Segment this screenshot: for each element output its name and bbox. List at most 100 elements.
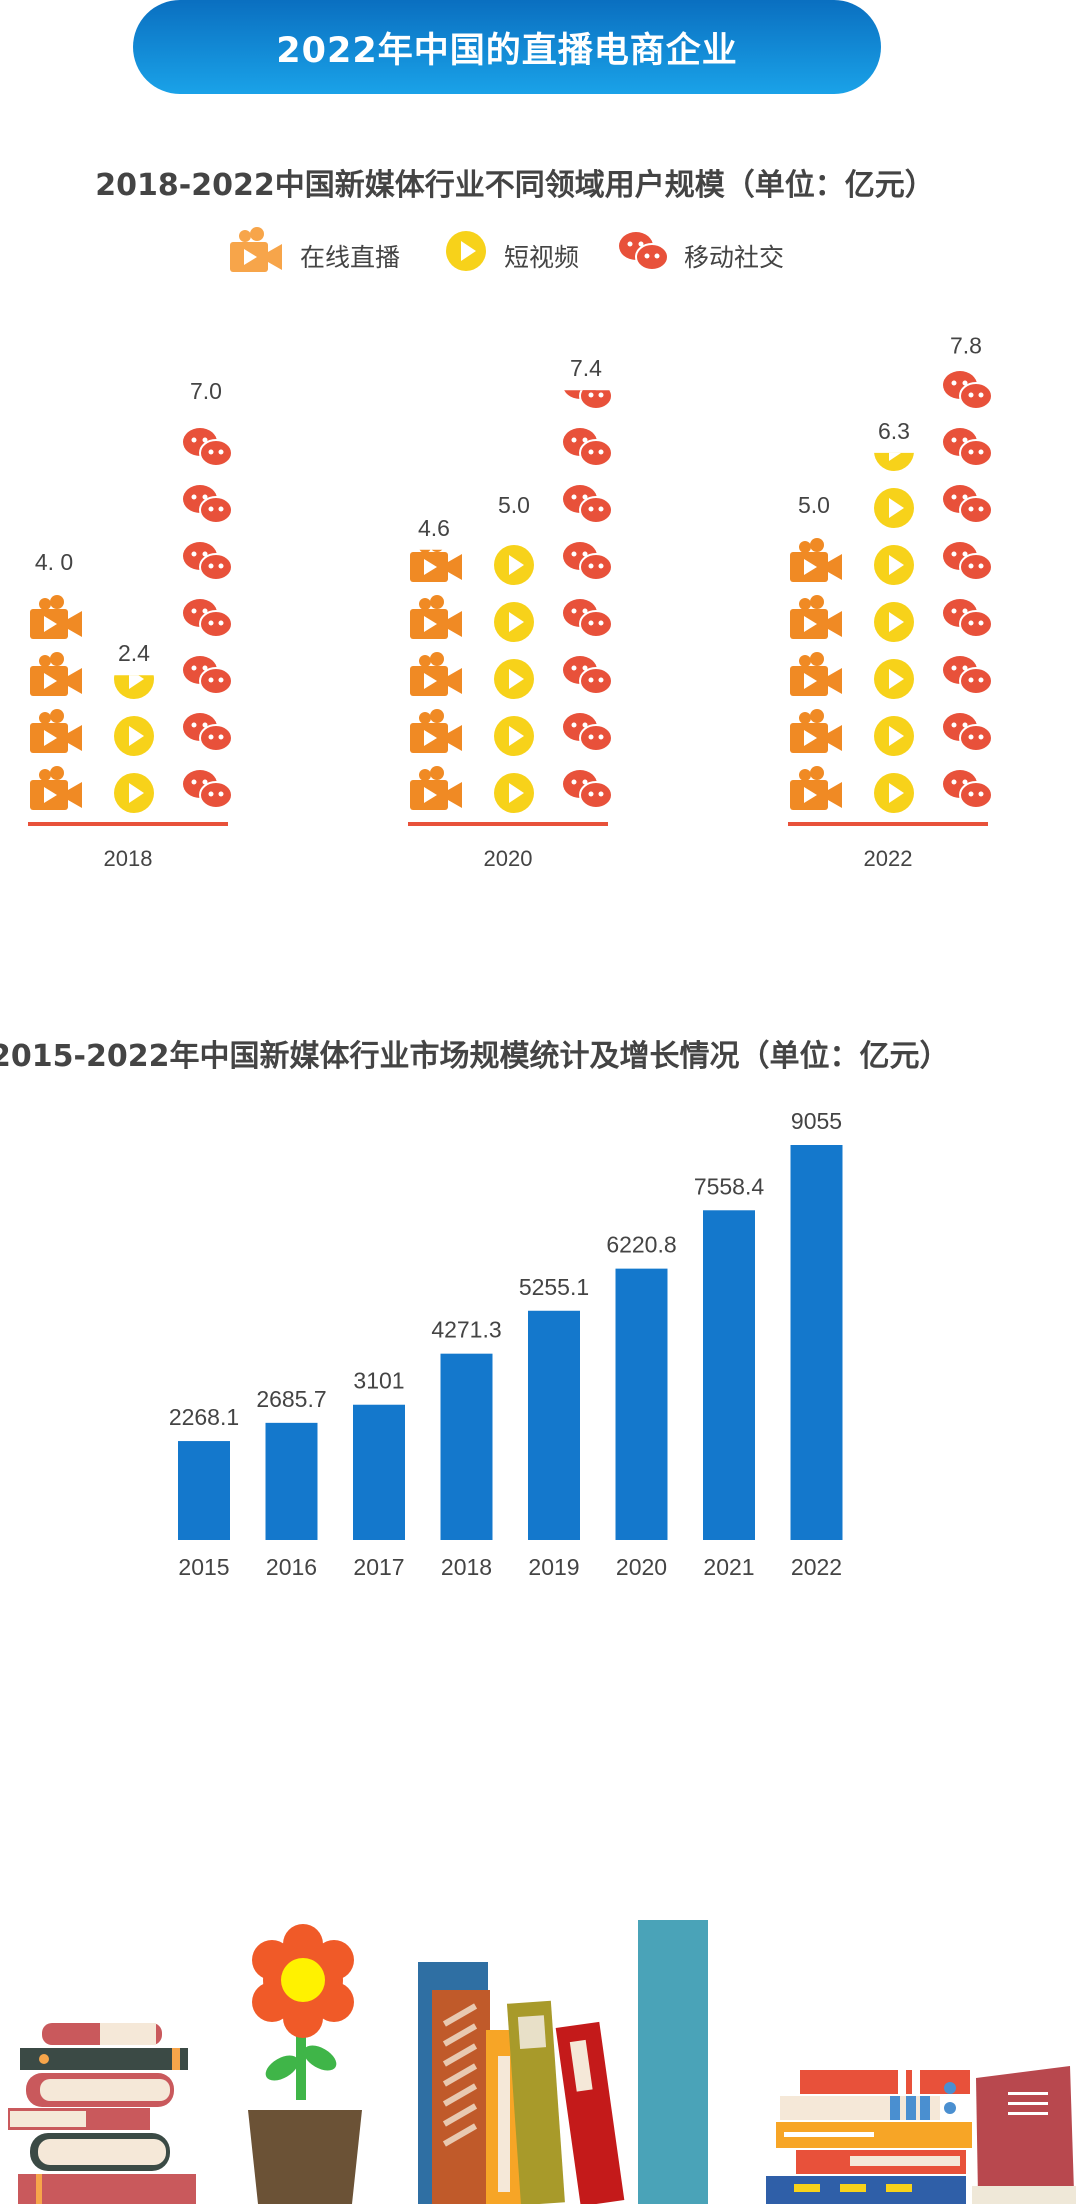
chat-bubbles-icon	[619, 232, 669, 271]
category-label: 2018	[441, 1554, 492, 1580]
pictogram-chart: 2018 4. 0 2.4 7.0 2020 4.6 5.0 7.4 2022 5.0 6.3 7.8	[28, 332, 993, 871]
data-label: 4. 0	[35, 549, 73, 575]
category-label: 2019	[528, 1554, 579, 1580]
play-icon	[874, 545, 914, 585]
pictogram-column-在线直播	[410, 549, 462, 810]
chat-bubbles-icon	[183, 656, 233, 695]
pictogram-column-移动社交	[563, 390, 613, 809]
play-icon	[874, 452, 914, 471]
play-icon	[494, 659, 534, 699]
video-camera-icon	[410, 652, 462, 696]
play-icon	[494, 545, 534, 585]
title-banner: 2022年中国的直播电商企业	[133, 0, 881, 94]
data-label: 5255.1	[519, 1274, 589, 1300]
bar	[178, 1441, 230, 1540]
chat-bubbles-icon	[563, 656, 613, 695]
pictogram-column-短视频	[114, 675, 154, 813]
legend-item-social: 移动社交	[616, 226, 784, 276]
data-label: 4271.3	[431, 1317, 501, 1343]
chat-bubbles-icon	[943, 428, 993, 467]
chat-bubbles-icon	[943, 485, 993, 524]
bar	[440, 1353, 493, 1540]
chart1-legend: 在线直播 短视频 移动社交	[0, 226, 1080, 276]
chat-bubbles-icon	[563, 770, 613, 809]
chat-bubbles-icon	[943, 770, 993, 809]
data-label: 7.0	[190, 378, 222, 404]
bar	[790, 1145, 843, 1540]
book-stack-right-icon	[766, 2066, 1076, 2204]
pictogram-column-移动社交	[943, 371, 993, 809]
data-label: 7.4	[570, 355, 602, 381]
category-label: 2017	[353, 1554, 404, 1580]
play-icon	[494, 716, 534, 756]
chat-bubbles-icon	[183, 485, 233, 524]
video-camera-icon	[790, 538, 842, 582]
legend-item-short-video: 短视频	[444, 226, 579, 276]
data-label: 6220.8	[606, 1232, 676, 1258]
chat-bubbles-icon	[563, 485, 613, 524]
data-label: 2.4	[118, 640, 150, 666]
legend-label-live: 在线直播	[300, 243, 401, 272]
bar	[615, 1268, 668, 1540]
legend-label-social: 移动社交	[684, 243, 785, 272]
bar	[528, 1310, 580, 1540]
video-camera-icon	[30, 595, 82, 639]
play-icon	[114, 675, 154, 699]
video-camera-icon	[410, 766, 462, 810]
category-label: 2016	[266, 1554, 317, 1580]
play-icon	[874, 716, 914, 756]
chat-bubbles-icon	[943, 656, 993, 695]
legend-label-short-video: 短视频	[504, 243, 580, 272]
chat-bubbles-icon	[183, 770, 233, 809]
chat-bubbles-icon	[183, 542, 233, 581]
video-camera-icon	[790, 709, 842, 753]
pictogram-column-在线直播	[790, 538, 842, 810]
category-label: 2015	[178, 1554, 229, 1580]
video-camera-icon	[410, 709, 462, 753]
play-icon	[874, 488, 914, 528]
video-camera-icon	[410, 595, 462, 639]
data-label: 6.3	[878, 418, 910, 444]
chat-bubbles-icon	[183, 599, 233, 638]
data-label: 3101	[353, 1368, 404, 1394]
video-camera-icon	[30, 766, 82, 810]
chat-bubbles-icon	[563, 542, 613, 581]
video-camera-icon	[790, 766, 842, 810]
data-label: 7558.4	[694, 1173, 765, 1199]
chat-bubbles-icon	[943, 599, 993, 638]
play-icon	[114, 716, 154, 756]
bar	[265, 1422, 318, 1540]
data-label: 9055	[791, 1108, 842, 1134]
data-label: 5.0	[798, 492, 830, 518]
chat-bubbles-icon	[183, 428, 233, 467]
data-label: 7.8	[950, 332, 982, 358]
play-icon	[874, 602, 914, 642]
pictogram-column-移动社交	[183, 428, 233, 809]
chat-bubbles-icon	[943, 371, 993, 410]
video-camera-icon	[410, 549, 462, 582]
category-label: 2018	[104, 846, 153, 871]
chat-bubbles-icon	[563, 599, 613, 638]
play-icon	[494, 773, 534, 813]
chat-bubbles-icon	[183, 713, 233, 752]
books-illustration	[8, 1920, 1076, 2204]
bar	[703, 1210, 755, 1540]
data-label: 5.0	[498, 492, 530, 518]
video-camera-icon	[790, 595, 842, 639]
video-camera-icon	[30, 652, 82, 696]
play-icon	[114, 773, 154, 813]
play-icon	[874, 659, 914, 699]
chat-bubbles-icon	[943, 542, 993, 581]
chat-bubbles-icon	[564, 390, 613, 410]
book-stack-left-icon	[8, 2023, 196, 2204]
category-label: 2022	[791, 1554, 842, 1580]
bar-chart: 2268.1 2015 2685.7 2016 3101 2017 4271.3 2018 52…	[169, 1108, 843, 1580]
play-icon	[494, 602, 534, 642]
category-label: 2020	[616, 1554, 667, 1580]
flower-pot-icon	[248, 1924, 362, 2204]
pictogram-column-短视频	[874, 452, 914, 813]
chart2-title: 2015-2022年中国新媒体行业市场规模统计及增长情况（单位：亿元）	[0, 1039, 950, 1074]
legend-item-live: 在线直播	[228, 226, 400, 276]
category-label: 2020	[484, 846, 533, 871]
bar	[353, 1404, 405, 1540]
